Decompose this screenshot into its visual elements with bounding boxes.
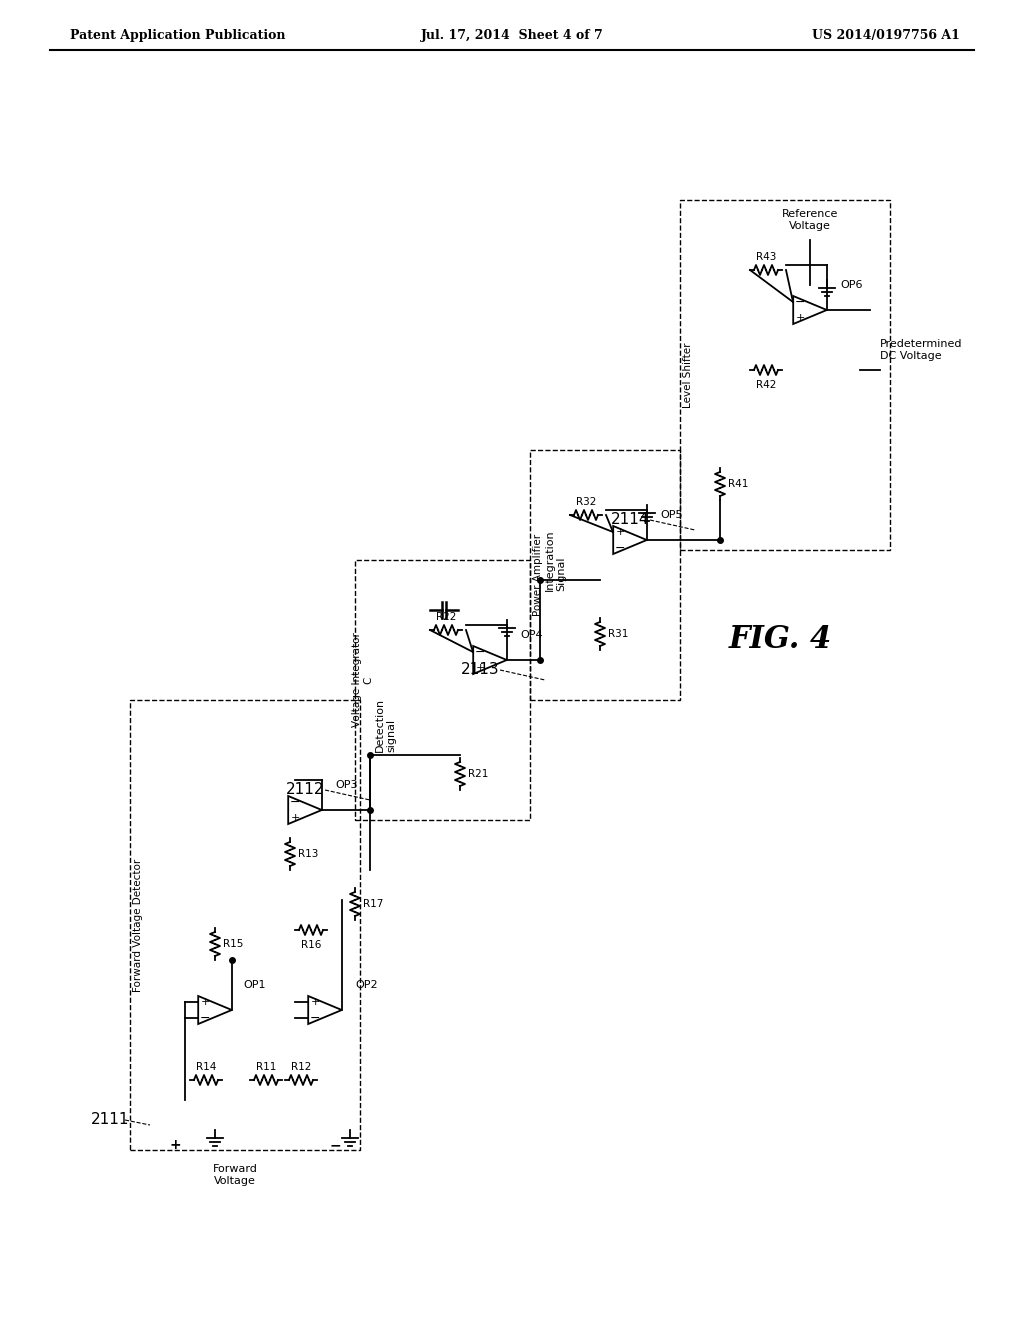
Text: +: + — [475, 663, 484, 673]
Text: R22: R22 — [436, 612, 456, 622]
Text: +: + — [796, 313, 805, 323]
Text: 2112: 2112 — [286, 783, 325, 797]
Text: OP4: OP4 — [520, 630, 543, 640]
Text: Detection
signal: Detection signal — [375, 698, 396, 752]
Text: R13: R13 — [298, 849, 318, 859]
Text: US 2014/0197756 A1: US 2014/0197756 A1 — [812, 29, 961, 41]
Text: +: + — [169, 1138, 181, 1152]
Text: R31: R31 — [608, 630, 629, 639]
Text: OP2: OP2 — [355, 979, 378, 990]
Text: +: + — [201, 997, 210, 1007]
Text: −: − — [795, 296, 805, 309]
Text: R17: R17 — [362, 899, 383, 909]
Text: Voltage Integrator
C: Voltage Integrator C — [352, 632, 374, 727]
Text: Predetermined
DC Voltage: Predetermined DC Voltage — [880, 339, 963, 360]
Text: −: − — [614, 541, 626, 554]
Text: Level Shifter: Level Shifter — [683, 342, 693, 408]
Text: Forward Voltage Detector: Forward Voltage Detector — [133, 858, 143, 991]
Text: R14: R14 — [196, 1063, 216, 1072]
Text: OP3: OP3 — [335, 780, 357, 789]
Text: FIG. 4: FIG. 4 — [728, 624, 831, 656]
Text: −: − — [200, 1011, 210, 1024]
Text: −: − — [290, 796, 300, 808]
Text: −: − — [309, 1011, 321, 1024]
Text: 2114: 2114 — [610, 512, 649, 528]
Text: R11: R11 — [256, 1063, 276, 1072]
Text: −: − — [475, 645, 485, 659]
Text: +: + — [310, 997, 319, 1007]
Text: OP5: OP5 — [660, 510, 683, 520]
Text: −: − — [329, 1138, 341, 1152]
Text: Reference
Voltage: Reference Voltage — [781, 209, 839, 231]
Text: Jul. 17, 2014  Sheet 4 of 7: Jul. 17, 2014 Sheet 4 of 7 — [421, 29, 603, 41]
Text: R12: R12 — [291, 1063, 311, 1072]
Text: +: + — [291, 813, 300, 822]
Text: Patent Application Publication: Patent Application Publication — [70, 29, 286, 41]
Text: R32: R32 — [575, 498, 596, 507]
Text: R16: R16 — [301, 940, 322, 950]
Text: Forward
Voltage: Forward Voltage — [213, 1164, 257, 1185]
Text: OP1: OP1 — [243, 979, 265, 990]
Text: Integration
Signal: Integration Signal — [545, 529, 566, 591]
Text: +: + — [615, 527, 625, 537]
Text: OP6: OP6 — [840, 280, 862, 290]
Text: 2111: 2111 — [91, 1113, 129, 1127]
Text: Power Amplifier: Power Amplifier — [534, 533, 543, 616]
Text: R42: R42 — [756, 380, 776, 389]
Text: 2113: 2113 — [461, 663, 500, 677]
Text: R41: R41 — [728, 479, 749, 488]
Text: R15: R15 — [223, 939, 244, 949]
Text: R21: R21 — [468, 770, 488, 779]
Text: R43: R43 — [756, 252, 776, 261]
